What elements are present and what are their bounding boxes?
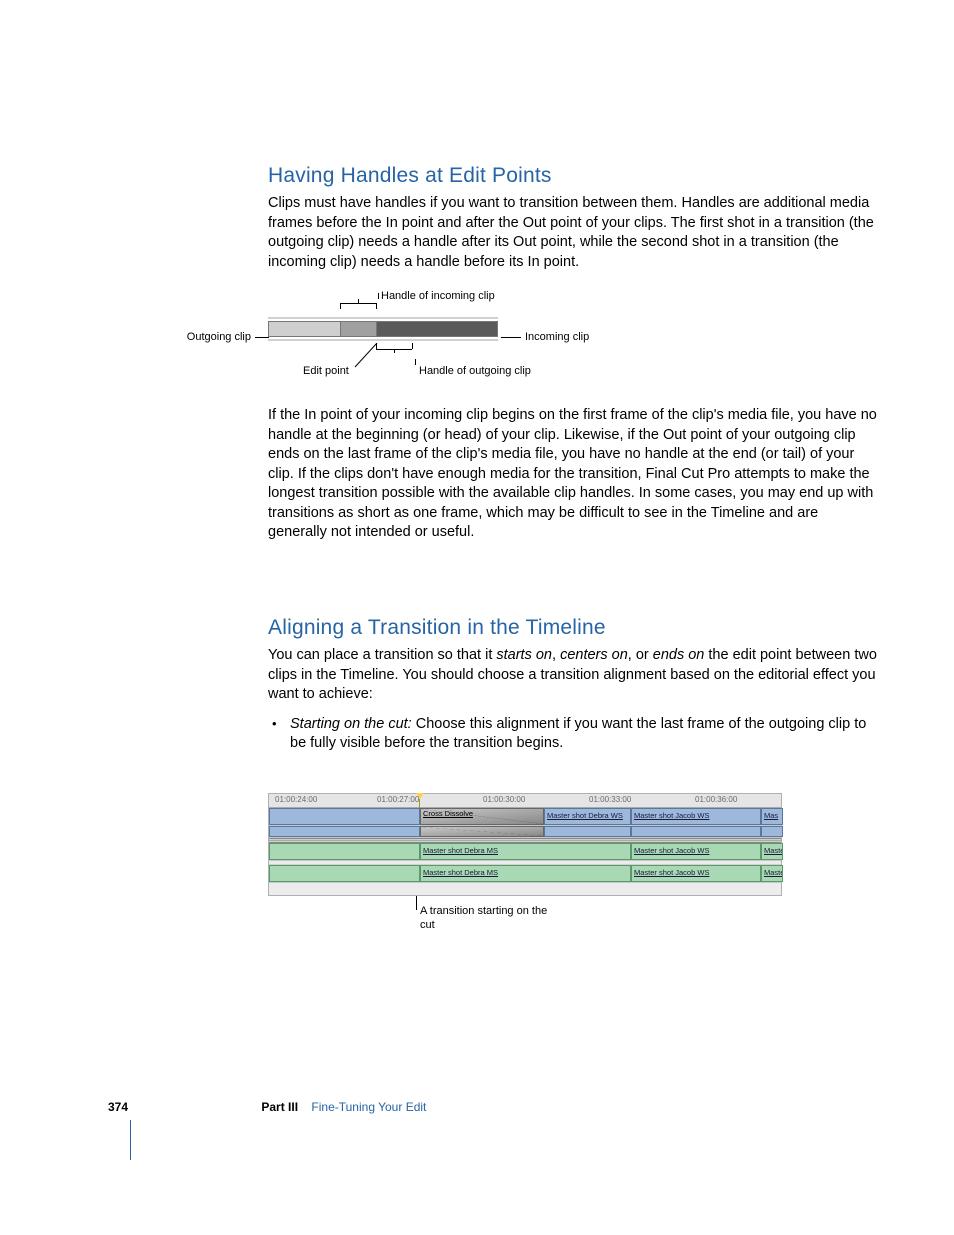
clip-debra-ms-a2: Master shot Debra MS (420, 865, 631, 882)
section-having-handles: Having Handles at Edit Points Clips must… (268, 164, 878, 276)
incoming-clip-bar (376, 321, 498, 337)
playhead-icon (416, 793, 424, 799)
audio-track-1: Master shot Debra MS Master shot Jacob W… (269, 843, 781, 861)
timeline-ruler: 01:00:24:00 01:00:27:00 01:00:30:00 01:0… (269, 794, 781, 808)
label-edit-point: Edit point (303, 365, 349, 377)
label-outgoing-clip: Outgoing clip (185, 331, 251, 343)
page-number: 374 (108, 1100, 128, 1114)
heading-aligning: Aligning a Transition in the Timeline (268, 616, 878, 640)
audio-track-2: Master shot Debra MS Master shot Jacob W… (269, 865, 781, 883)
clip-jacob-ws-a2: Master shot Jacob WS (631, 865, 761, 882)
para-handles-intro: Clips must have handles if you want to t… (268, 194, 878, 272)
part-title: Fine-Tuning Your Edit (311, 1100, 426, 1114)
para-handles-detail-wrap: If the In point of your incoming clip be… (268, 406, 878, 547)
clip-debra-ws: Master shot Debra WS (544, 808, 631, 825)
para-handles-detail: If the In point of your incoming clip be… (268, 406, 878, 543)
part-label: Part III (261, 1100, 298, 1114)
cross-dissolve: Cross Dissolve (420, 808, 544, 825)
page-footer: 374 Part III Fine-Tuning Your Edit (108, 1100, 426, 1114)
clip-jacob-ws-a1: Master shot Jacob WS (631, 843, 761, 860)
heading-having-handles: Having Handles at Edit Points (268, 164, 878, 188)
label-incoming-clip: Incoming clip (525, 331, 589, 343)
label-handle-outgoing: Handle of outgoing clip (419, 365, 531, 377)
footer-rule (130, 1120, 131, 1160)
bullet-starting-on-cut: Starting on the cut: Choose this alignme… (278, 715, 878, 754)
clip-mast-frag: Mas (761, 808, 783, 825)
section-aligning: Aligning a Transition in the Timeline Yo… (268, 616, 878, 754)
clip-master-frag-a2: Master s (761, 865, 783, 882)
label-handle-incoming: Handle of incoming clip (381, 290, 495, 302)
timeline-annotation: A transition starting on the cut (420, 905, 560, 933)
timeline-figure: 01:00:24:00 01:00:27:00 01:00:30:00 01:0… (268, 793, 782, 896)
para-aligning-intro: You can place a transition so that it st… (268, 646, 878, 705)
clip-jacob-ws: Master shot Jacob WS (631, 808, 761, 825)
video-track-1: Cross Dissolve Master shot Debra WS Mast… (269, 808, 781, 826)
clip-master-frag-a1: Master s (761, 843, 783, 860)
clip-debra-ms: Master shot Debra MS (420, 843, 631, 860)
handles-diagram: Handle of incoming clip Outgoing clip In… (185, 285, 705, 385)
